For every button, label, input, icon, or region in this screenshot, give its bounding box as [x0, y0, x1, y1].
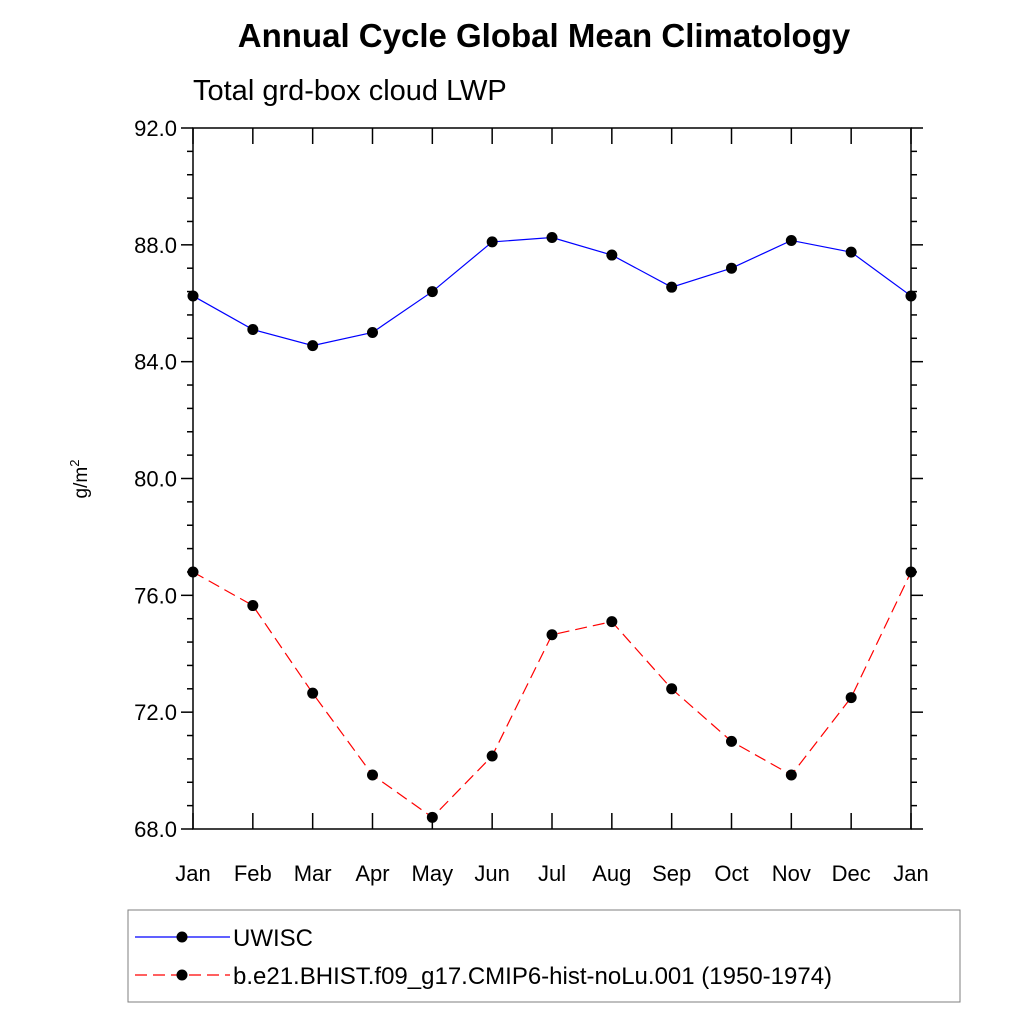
series-1-point	[187, 290, 199, 302]
chart-title: Annual Cycle Global Mean Climatology	[238, 17, 851, 54]
series-2-point	[785, 769, 797, 781]
series-1-point	[666, 281, 678, 293]
y-tick-label: 76.0	[134, 583, 177, 608]
series-2-point	[187, 566, 199, 578]
x-tick-label: Dec	[832, 861, 871, 886]
series-1-point	[606, 249, 618, 261]
y-tick-label: 72.0	[134, 700, 177, 725]
series-2-point	[845, 692, 857, 704]
series-1-point	[307, 340, 319, 352]
x-tick-label: Jan	[893, 861, 928, 886]
y-axis-label-unit: g/m	[71, 467, 92, 499]
series-1-point	[546, 232, 558, 244]
y-tick-label: 68.0	[134, 817, 177, 842]
series-line-2	[192, 571, 912, 819]
x-tick-label: Aug	[592, 861, 631, 886]
x-tick-label: Jun	[474, 861, 509, 886]
y-tick-label: 80.0	[134, 467, 177, 492]
x-tick-label: Feb	[234, 861, 272, 886]
series-2-point	[546, 629, 558, 641]
x-tick-label: Sep	[652, 861, 691, 886]
y-axis-label: g/m2	[67, 460, 92, 499]
y-axis-label-exponent: 2	[67, 460, 82, 467]
series-1-point	[845, 246, 857, 258]
tick-labels: 68.0 72.0 76.0 80.0 84.0 88.0 92.0 Jan Feb Mar Apr…	[134, 116, 929, 886]
series-2-point	[247, 600, 259, 612]
series-1-point	[426, 286, 438, 298]
legend-label-2: b.e21.BHIST.f09_g17.CMIP6-hist-noLu.001 …	[233, 963, 832, 990]
x-tick-label: Mar	[294, 861, 332, 886]
series-line-1	[192, 236, 912, 347]
series-2-point	[606, 616, 618, 628]
chart-subtitle: Total grd-box cloud LWP	[193, 75, 507, 107]
legend: UWISC b.e21.BHIST.f09_g17.CMIP6-hist-noLu…	[127, 909, 961, 1003]
y-tick-label: 88.0	[134, 233, 177, 258]
legend-box	[127, 909, 961, 1003]
series-2-point	[726, 735, 737, 747]
series-2-point	[307, 687, 319, 699]
axis-ticks	[181, 127, 923, 830]
x-tick-label: May	[412, 861, 454, 886]
series-1-point	[785, 234, 797, 246]
series-2-point	[486, 750, 498, 762]
y-tick-label: 92.0	[134, 116, 177, 141]
x-tick-label: Nov	[772, 861, 811, 886]
x-tick-label: Apr	[355, 861, 389, 886]
legend-marker-2	[176, 969, 188, 981]
series-lines	[187, 232, 917, 823]
series-1-point	[486, 236, 498, 248]
series-2-point	[666, 683, 678, 695]
series-1-point	[247, 324, 259, 336]
legend-marker-1	[176, 931, 188, 943]
x-tick-label: Oct	[714, 861, 748, 886]
x-tick-label: Jul	[538, 861, 566, 886]
series-2-point	[905, 566, 917, 578]
x-tick-label: Jan	[175, 861, 210, 886]
legend-label-1: UWISC	[233, 925, 313, 952]
series-1-point	[367, 326, 378, 338]
series-1-point	[726, 262, 737, 274]
y-tick-label: 84.0	[134, 350, 177, 375]
series-1-point	[905, 290, 917, 302]
series-2-point	[367, 769, 378, 781]
series-2-point	[426, 811, 438, 823]
